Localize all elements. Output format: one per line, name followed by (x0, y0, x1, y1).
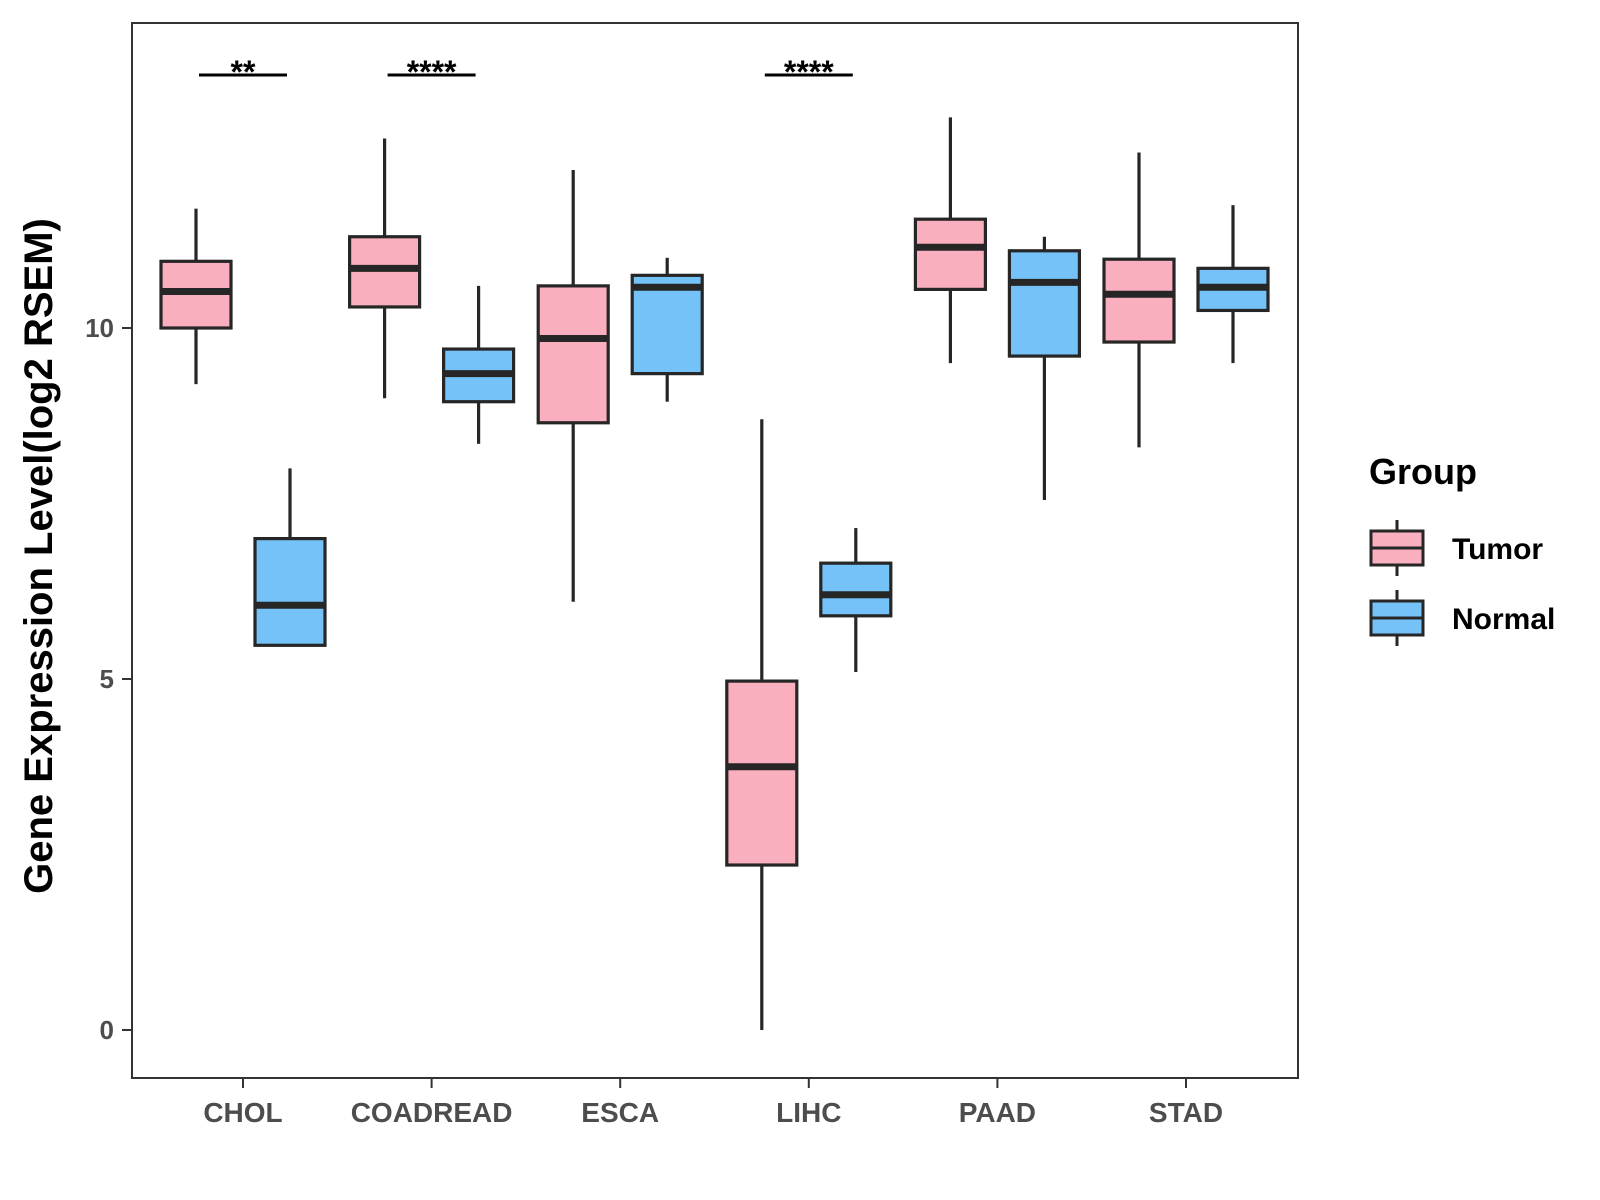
box-normal-coadread (442, 285, 516, 444)
box-body (253, 536, 327, 647)
box-normal-stad (1196, 205, 1270, 364)
significance-label: **** (407, 54, 457, 90)
x-tick-label-paad: PAAD (959, 1097, 1036, 1128)
box-normal-esca (630, 257, 704, 402)
x-tick-label-chol: CHOL (203, 1097, 282, 1128)
box-normal-paad (1007, 236, 1082, 500)
significance-label: ** (231, 54, 256, 90)
box-body (1102, 257, 1176, 344)
plot-area: ** **** **** (159, 54, 1270, 1030)
legend-label-tumor: Tumor (1452, 533, 1543, 566)
box-tumor-stad (1102, 152, 1176, 448)
box-body (819, 561, 893, 618)
axes: 0 5 10 CHOL COADREAD ESCA LIHC PAAD STAD (85, 22, 1299, 1128)
significance-lihc: **** (764, 54, 853, 90)
box-tumor-coadread (348, 138, 422, 399)
y-tick-label: 5 (100, 664, 114, 694)
x-tick-label-coadread: COADREAD (351, 1097, 513, 1128)
box-normal-chol (253, 468, 327, 647)
significance-chol: ** (199, 54, 287, 90)
legend-label-normal: Normal (1452, 603, 1555, 636)
x-tick-label-stad: STAD (1149, 1097, 1223, 1128)
x-tick-label-esca: ESCA (581, 1097, 659, 1128)
box-body (1007, 249, 1082, 358)
box-body (725, 679, 799, 867)
box-tumor-paad (913, 117, 988, 364)
box-body (630, 273, 704, 376)
significance-coadread: **** (387, 54, 476, 90)
legend: Group Tumor Normal (1369, 451, 1555, 646)
legend-title: Group (1369, 451, 1477, 492)
box-tumor-lihc (725, 419, 799, 1030)
box-tumor-esca (536, 170, 610, 602)
box-body (913, 217, 988, 291)
x-tick-label-lihc: LIHC (776, 1097, 841, 1128)
legend-item-tumor: Tumor (1369, 520, 1543, 576)
box-tumor-chol (159, 208, 233, 385)
box-body (348, 235, 422, 309)
box-normal-lihc (819, 528, 893, 672)
y-tick-label: 10 (85, 313, 114, 343)
panel-border (131, 22, 1299, 1079)
significance-label: **** (784, 54, 834, 90)
box-body (536, 284, 610, 425)
legend-item-normal: Normal (1369, 590, 1555, 646)
y-axis-title: Gene Expression Level(log2 RSEM) (17, 218, 61, 894)
y-tick-label: 0 (100, 1015, 114, 1045)
